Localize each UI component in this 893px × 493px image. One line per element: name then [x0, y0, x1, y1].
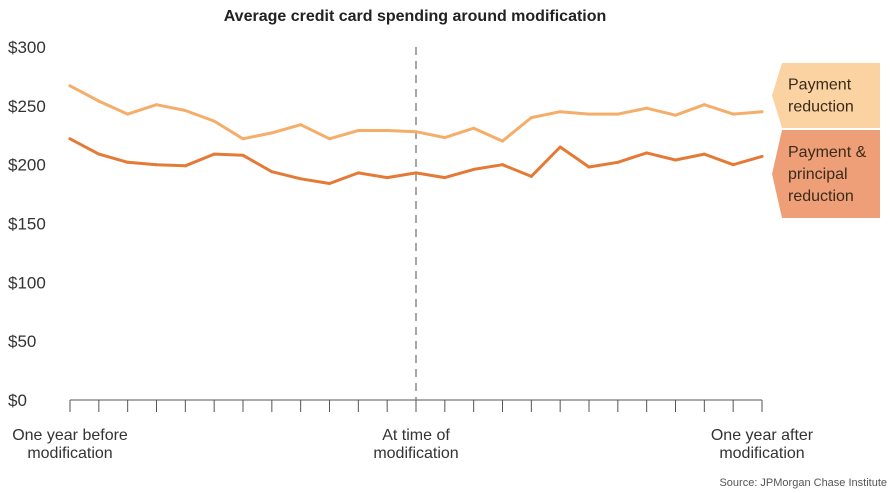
- data-point: [731, 163, 735, 167]
- data-point: [529, 116, 533, 120]
- data-point: [212, 119, 216, 123]
- data-point: [702, 103, 706, 107]
- legend-label: reduction: [788, 99, 854, 116]
- data-point: [731, 112, 735, 116]
- y-tick-label: $50: [8, 332, 36, 351]
- x-axis-label: At time of: [382, 427, 450, 444]
- data-point: [328, 137, 331, 141]
- data-point: [674, 158, 677, 162]
- data-point: [299, 123, 303, 127]
- data-point: [299, 177, 303, 181]
- data-point: [760, 110, 764, 114]
- data-point: [587, 165, 591, 169]
- data-point: [126, 112, 130, 116]
- data-point: [356, 171, 360, 175]
- data-point: [385, 129, 389, 133]
- data-point: [443, 136, 447, 140]
- data-point: [241, 153, 245, 157]
- data-point: [155, 163, 158, 167]
- y-tick-label: $200: [8, 156, 46, 175]
- chart-title: Average credit card spending around modi…: [223, 8, 607, 25]
- data-point: [183, 109, 187, 113]
- legend-tag: [772, 63, 880, 128]
- y-tick-label: $250: [8, 97, 46, 116]
- y-tick-label: $100: [8, 273, 46, 292]
- data-point: [616, 112, 620, 116]
- x-axis-label: One year after: [711, 427, 814, 444]
- data-point: [472, 126, 476, 130]
- data-point: [501, 139, 504, 143]
- data-point: [270, 131, 274, 135]
- data-point: [443, 176, 447, 180]
- data-point: [68, 84, 72, 88]
- data-point: [183, 164, 187, 168]
- data-point: [155, 103, 158, 107]
- x-axis-label: modification: [27, 445, 112, 462]
- data-point: [645, 151, 649, 155]
- data-point: [472, 167, 476, 171]
- data-point: [645, 106, 649, 110]
- y-tick-label: $300: [8, 38, 46, 57]
- data-point: [558, 145, 562, 149]
- data-point: [414, 130, 418, 134]
- data-point: [97, 152, 101, 156]
- data-point: [760, 154, 764, 158]
- x-axis-label: modification: [719, 445, 804, 462]
- data-point: [270, 170, 274, 174]
- data-point: [529, 174, 533, 178]
- data-point: [501, 163, 504, 167]
- data-point: [702, 152, 706, 156]
- data-point: [674, 113, 677, 117]
- legend-label: Payment: [788, 77, 852, 94]
- data-point: [587, 112, 591, 116]
- legend-label: Payment &: [788, 144, 867, 161]
- data-point: [414, 171, 418, 175]
- y-tick-label: $150: [8, 215, 46, 234]
- y-tick-label: $0: [8, 391, 27, 410]
- data-point: [97, 99, 101, 103]
- data-point: [616, 160, 620, 164]
- data-point: [68, 137, 72, 141]
- legend-tag: [772, 130, 880, 218]
- x-axis-label: modification: [373, 445, 458, 462]
- data-point: [241, 137, 245, 141]
- data-point: [558, 110, 562, 114]
- data-point: [328, 181, 331, 185]
- data-point: [212, 152, 216, 156]
- data-point: [356, 129, 360, 133]
- data-point: [385, 176, 389, 180]
- x-axis-label: One year before: [12, 427, 128, 444]
- legend-label: principal: [788, 166, 848, 183]
- data-point: [126, 160, 130, 164]
- source-note: Source: JPMorgan Chase Institute: [719, 477, 887, 489]
- legend-label: reduction: [788, 188, 854, 205]
